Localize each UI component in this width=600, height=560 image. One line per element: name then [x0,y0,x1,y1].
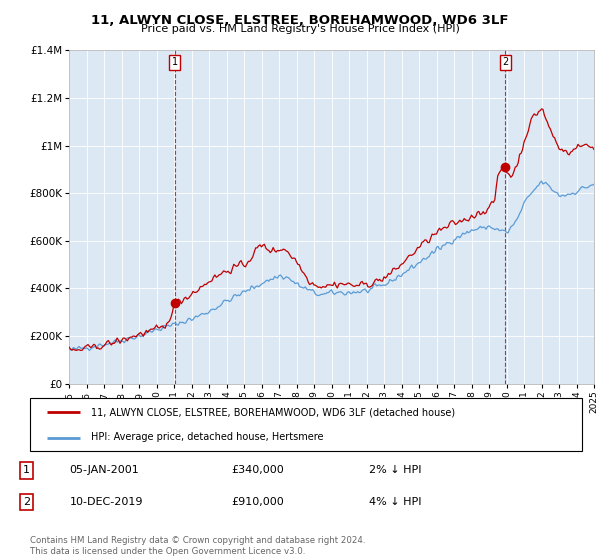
Text: 05-JAN-2001: 05-JAN-2001 [70,465,139,475]
Text: £340,000: £340,000 [231,465,284,475]
Text: 2: 2 [502,57,508,67]
Text: 4% ↓ HPI: 4% ↓ HPI [369,497,422,507]
Text: 2: 2 [23,497,30,507]
Text: 11, ALWYN CLOSE, ELSTREE, BOREHAMWOOD, WD6 3LF (detached house): 11, ALWYN CLOSE, ELSTREE, BOREHAMWOOD, W… [91,408,455,418]
Text: 1: 1 [23,465,30,475]
Text: 11, ALWYN CLOSE, ELSTREE, BOREHAMWOOD, WD6 3LF: 11, ALWYN CLOSE, ELSTREE, BOREHAMWOOD, W… [91,14,509,27]
Text: HPI: Average price, detached house, Hertsmere: HPI: Average price, detached house, Hert… [91,432,323,442]
Text: Price paid vs. HM Land Registry's House Price Index (HPI): Price paid vs. HM Land Registry's House … [140,24,460,34]
Text: 2% ↓ HPI: 2% ↓ HPI [369,465,422,475]
Text: £910,000: £910,000 [231,497,284,507]
Text: 1: 1 [172,57,178,67]
Text: Contains HM Land Registry data © Crown copyright and database right 2024.
This d: Contains HM Land Registry data © Crown c… [30,536,365,556]
Text: 10-DEC-2019: 10-DEC-2019 [70,497,143,507]
